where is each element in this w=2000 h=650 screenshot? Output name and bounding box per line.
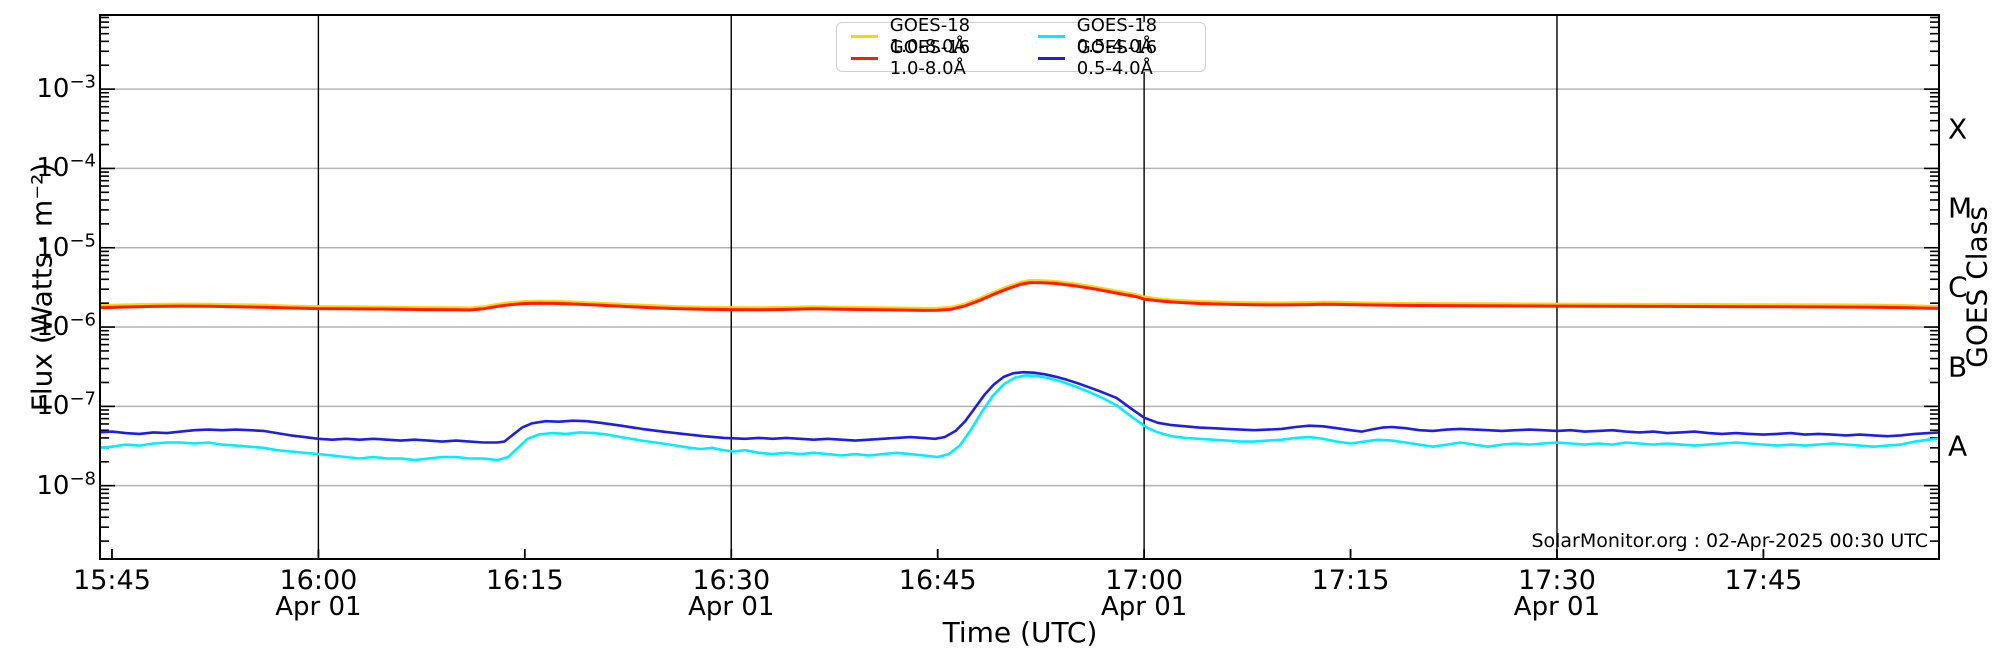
y-tick-label: 10−6 (36, 309, 96, 343)
x-tick-label: 17:00 (1105, 565, 1184, 596)
x-tick-label: 16:45 (898, 565, 977, 596)
goes-class-label-c: C (1948, 270, 1968, 304)
y-tick-exponent: −3 (69, 71, 96, 93)
plot-border (99, 14, 1940, 560)
legend-label: GOES-18 0.5-4.0Å (1076, 15, 1158, 57)
x-tick-date-label: Apr 01 (1100, 592, 1188, 622)
x-tick-label: 17:30 (1518, 565, 1596, 596)
legend-item: GOES-16 1.0-8.0Å (851, 37, 1004, 79)
series-line-goes-18-0-5-4-0- (100, 374, 1939, 462)
series-line-goes-18-1-0-8-0- (100, 279, 1939, 310)
legend-line-swatch (1038, 56, 1065, 60)
y-tick-label: 10−8 (36, 468, 96, 501)
x-tick-label: 17:15 (1311, 565, 1390, 596)
x-tick-label: 15:45 (73, 565, 151, 596)
x-tick-label: 16:30 (692, 565, 771, 596)
goes-class-label-b: B (1948, 350, 1968, 384)
y-tick-label: 10−3 (36, 71, 96, 105)
legend-label: GOES-16 0.5-4.0Å (1076, 37, 1158, 79)
y-axis-title: Flux (Watts · m⁻²) (25, 162, 59, 412)
y-tick-exponent: −7 (69, 388, 96, 410)
legend-box: GOES-18 1.0-8.0Å GOES-18 0.5-4.0Å GOES-16 … (836, 15, 1206, 79)
goes-class-label-m: M (1948, 191, 1973, 225)
y-tick-exponent: −5 (69, 230, 96, 252)
goes-class-label-a: A (1948, 429, 1968, 463)
legend-item: GOES-18 0.5-4.0Å (1038, 15, 1191, 57)
right-axis-title: GOES Class (1960, 206, 1994, 368)
y-tick-exponent: −4 (69, 150, 96, 172)
x-tick-label: 16:00 (279, 565, 358, 596)
x-tick-date-label: Apr 01 (688, 592, 775, 622)
x-tick-label: 16:15 (485, 565, 564, 596)
legend-item: GOES-16 0.5-4.0Å (1038, 37, 1191, 79)
watermark-text: SolarMonitor.org : 02-Apr-2025 00:30 UTC (1531, 530, 1928, 552)
legend-label: GOES-16 1.0-8.0Å (889, 37, 971, 79)
y-tick-label: 10−5 (36, 230, 96, 263)
y-tick-label: 10−4 (36, 150, 96, 184)
y-tick-exponent: −8 (69, 468, 96, 490)
x-tick-date-label: Apr 01 (1513, 592, 1601, 622)
y-tick-label: 10−7 (36, 388, 96, 422)
legend-line-swatch (1038, 34, 1065, 38)
legend-label: GOES-18 1.0-8.0Å (889, 15, 971, 57)
x-axis-title: Time (UTC) (942, 616, 1098, 649)
series-line-goes-16-0-5-4-0- (100, 370, 1939, 444)
legend-line-swatch (851, 34, 878, 38)
legend-item: GOES-18 1.0-8.0Å (851, 15, 1004, 57)
series-line-goes-16-1-0-8-0- (100, 281, 1939, 312)
legend-line-swatch (851, 56, 878, 60)
goes-class-label-x: X (1948, 112, 1968, 146)
x-tick-label: 17:45 (1724, 565, 1803, 596)
x-tick-date-label: Apr 01 (275, 592, 362, 622)
y-tick-exponent: −6 (69, 309, 96, 331)
